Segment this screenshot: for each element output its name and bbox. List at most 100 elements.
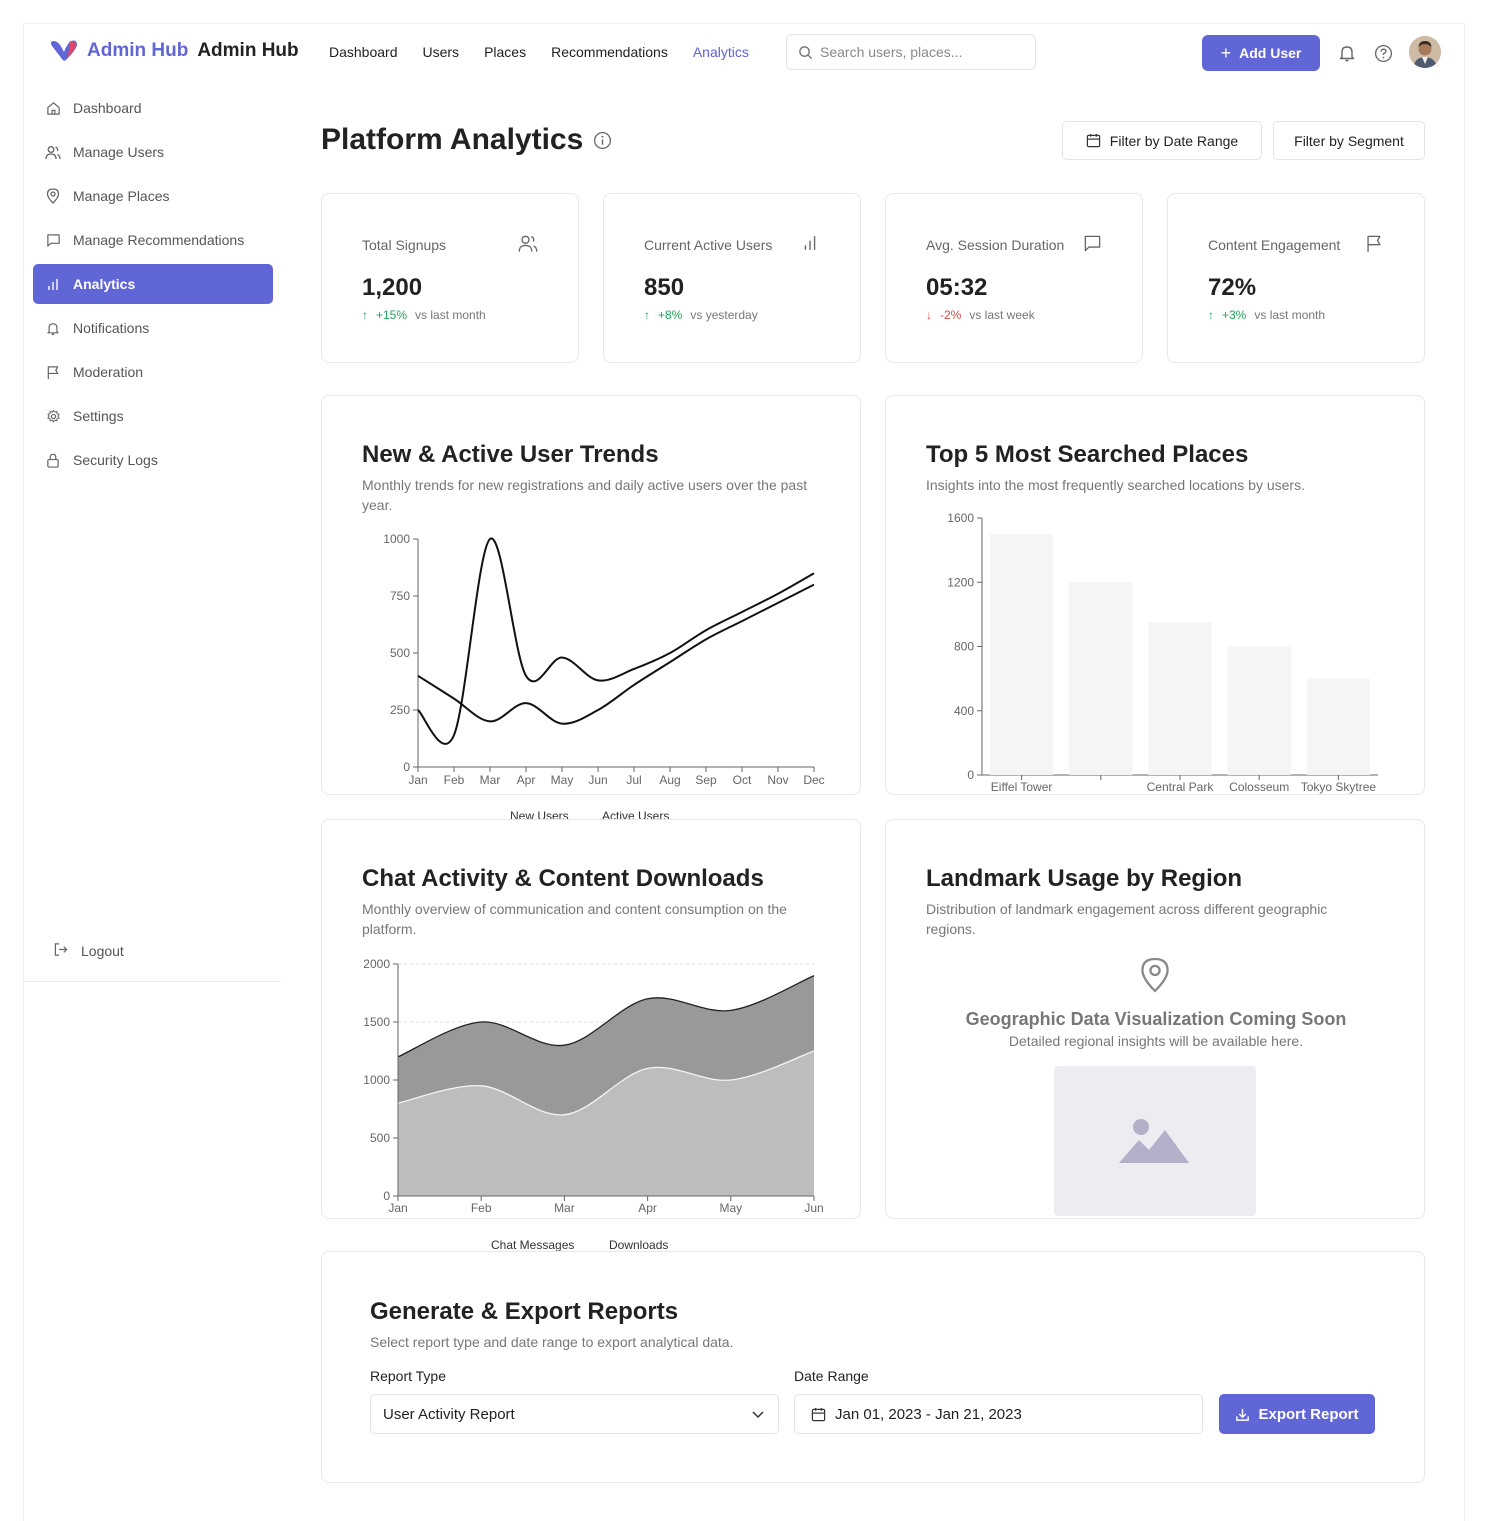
kpi-label: Avg. Session Duration: [926, 237, 1065, 253]
x-tick-label: Eiffel Tower: [991, 780, 1053, 794]
x-tick-label: Jan: [408, 773, 427, 787]
series-line-0: [417, 537, 815, 745]
nav-users[interactable]: Users: [422, 44, 460, 60]
map-pin-icon: [1141, 957, 1169, 993]
bar: [989, 534, 1054, 775]
card-title: Top 5 Most Searched Places: [926, 441, 1249, 468]
flag-icon: [45, 364, 61, 380]
kpi-compare: vs yesterday: [690, 308, 758, 322]
x-tick-label: Feb: [471, 1201, 492, 1215]
kpi-value: 1,200: [362, 274, 423, 301]
sidebar-item-manage-places[interactable]: Manage Places: [33, 176, 273, 216]
date-range-input[interactable]: Jan 01, 2023 - Jan 21, 2023: [794, 1394, 1203, 1434]
y-tick-label: 1000: [363, 1073, 390, 1087]
logout-button[interactable]: Logout: [53, 942, 124, 960]
kpi-card-content-engagement: Content Engagement 72% ↑ +3% vs last mon…: [1167, 193, 1425, 363]
logout-label: Logout: [81, 943, 124, 959]
kpi-delta: ↑ +8% vs yesterday: [644, 308, 758, 322]
x-tick-label: Sep: [695, 773, 717, 787]
info-icon[interactable]: [593, 131, 612, 150]
kpi-card-active-users: Current Active Users 850 ↑ +8% vs yester…: [603, 193, 861, 363]
card-subtitle: Insights into the most frequently search…: [926, 477, 1305, 493]
message-square-icon: [45, 232, 61, 248]
help-icon[interactable]: [1371, 41, 1395, 65]
y-tick-label: 1000: [383, 532, 410, 546]
nav-analytics[interactable]: Analytics: [692, 44, 749, 60]
bell-icon[interactable]: [1335, 41, 1359, 65]
arrow-up-icon: ↑: [1208, 308, 1214, 322]
kpi-delta: ↓ -2% vs last week: [926, 308, 1035, 322]
filter-segment-button[interactable]: Filter by Segment: [1273, 121, 1425, 160]
logout-icon: [53, 942, 69, 960]
sidebar-item-moderation[interactable]: Moderation: [33, 352, 273, 392]
flag-icon: [1367, 235, 1381, 252]
search-box[interactable]: [786, 34, 1036, 70]
export-report-label: Export Report: [1258, 1405, 1359, 1423]
x-tick-label: May: [551, 773, 574, 787]
kpi-delta: ↑ +3% vs last month: [1208, 308, 1325, 322]
export-report-button[interactable]: Export Report: [1219, 1394, 1375, 1434]
nav-recommendations[interactable]: Recommendations: [551, 44, 668, 60]
add-user-label: Add User: [1239, 45, 1302, 61]
report-type-value: User Activity Report: [383, 1405, 515, 1423]
kpi-value: 850: [644, 274, 685, 301]
kpi-compare: vs last week: [969, 308, 1035, 322]
x-tick-label: Dec: [803, 773, 824, 787]
sidebar-item-label: Dashboard: [73, 100, 142, 116]
series-line-1: [417, 583, 815, 725]
y-tick-label: 400: [954, 704, 974, 718]
line-downloads: [397, 975, 815, 1058]
sidebar-item-notifications[interactable]: Notifications: [33, 308, 273, 348]
filter-date-label: Filter by Date Range: [1109, 132, 1239, 149]
report-type-select[interactable]: User Activity Report: [370, 1394, 779, 1434]
calendar-icon: [1086, 133, 1100, 148]
nav-places[interactable]: Places: [484, 44, 527, 60]
sidebar-item-dashboard[interactable]: Dashboard: [33, 88, 273, 128]
user-avatar[interactable]: [1409, 36, 1441, 68]
bar: [1148, 622, 1212, 775]
x-tick-label: Nov: [767, 773, 788, 787]
y-tick-label: 500: [370, 1131, 390, 1145]
y-tick-label: 750: [390, 589, 410, 603]
placeholder-title: Geographic Data Visualization Coming Soo…: [965, 1009, 1347, 1029]
x-tick-label: Central Park: [1147, 780, 1215, 794]
bar: [1227, 646, 1291, 775]
nav-dashboard[interactable]: Dashboard: [329, 44, 398, 60]
bar: [1069, 582, 1133, 775]
map-pin-icon: [45, 188, 61, 204]
chevron-down-icon: [752, 1411, 764, 1419]
sidebar-item-security-logs[interactable]: Security Logs: [33, 440, 273, 480]
kpi-card-session-duration: Avg. Session Duration 05:32 ↓ -2% vs las…: [885, 193, 1143, 363]
kpi-delta-value: +15%: [376, 308, 408, 322]
y-tick-label: 0: [967, 768, 974, 782]
card-title: New & Active User Trends: [362, 441, 659, 468]
plus-icon: +: [1220, 42, 1232, 63]
filter-date-range-button[interactable]: Filter by Date Range: [1062, 121, 1262, 160]
x-tick-label: Jul: [626, 773, 641, 787]
bar-chart-icon: [804, 236, 816, 250]
sidebar-item-label: Manage Places: [73, 188, 170, 204]
logo[interactable]: Admin Hub Admin Hub: [49, 40, 299, 62]
y-tick-label: 800: [954, 640, 974, 654]
x-tick-label: Mar: [554, 1201, 575, 1215]
sidebar-item-label: Settings: [73, 408, 124, 424]
sidebar-item-manage-users[interactable]: Manage Users: [33, 132, 273, 172]
x-tick-label: Jun: [804, 1201, 823, 1215]
y-tick-label: 2000: [363, 957, 390, 971]
sidebar-item-manage-recommendations[interactable]: Manage Recommendations: [33, 220, 273, 260]
x-tick-label: Oct: [733, 773, 752, 787]
top-places-card: Top 5 Most Searched Places Insights into…: [885, 395, 1425, 795]
bell-icon: [45, 320, 61, 336]
x-tick-label: Tokyo Skytree: [1301, 780, 1377, 794]
kpi-value: 72%: [1208, 274, 1257, 301]
add-user-button[interactable]: + Add User: [1202, 35, 1320, 71]
image-placeholder: [1054, 1066, 1256, 1216]
y-tick-label: 1500: [363, 1015, 390, 1029]
kpi-delta-value: -2%: [940, 308, 962, 322]
sidebar-item-settings[interactable]: Settings: [33, 396, 273, 436]
kpi-value: 05:32: [926, 274, 988, 301]
y-tick-label: 250: [390, 703, 410, 717]
sidebar-item-analytics[interactable]: Analytics: [33, 264, 273, 304]
x-tick-label: May: [719, 1201, 742, 1215]
search-input[interactable]: [820, 44, 1020, 60]
